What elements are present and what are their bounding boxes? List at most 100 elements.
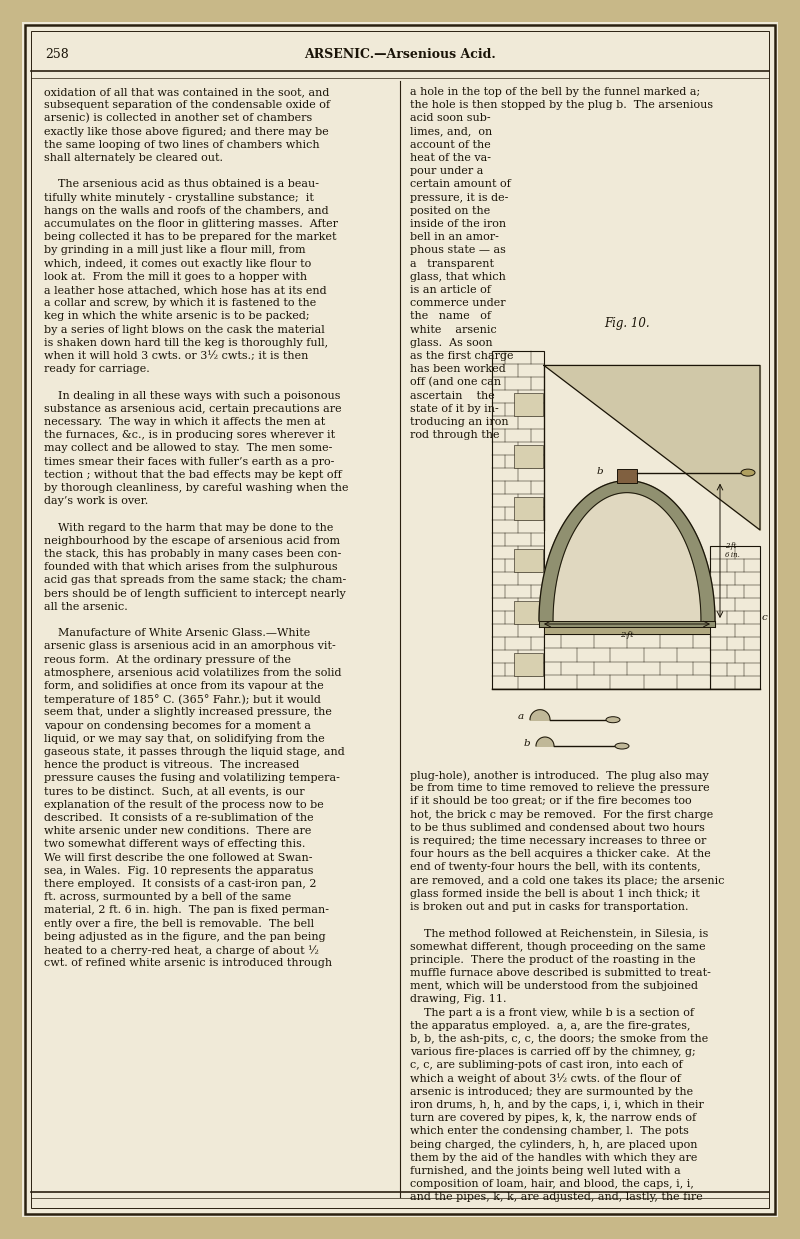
Text: and the pipes, k, k, are adjusted, and, lastly, the fire: and the pipes, k, k, are adjusted, and, … xyxy=(410,1192,702,1202)
Ellipse shape xyxy=(606,716,620,722)
Text: temperature of 185° C. (365° Fahr.); but it would: temperature of 185° C. (365° Fahr.); but… xyxy=(44,694,321,705)
Text: We will first describe the one followed at Swan-: We will first describe the one followed … xyxy=(44,852,313,862)
Text: ARSENIC.—Arsenious Acid.: ARSENIC.—Arsenious Acid. xyxy=(304,48,496,62)
Text: acid soon sub-: acid soon sub- xyxy=(410,114,490,124)
Text: by a series of light blows on the cask the material: by a series of light blows on the cask t… xyxy=(44,325,325,335)
Text: bell in an amor-: bell in an amor- xyxy=(410,232,499,242)
Text: all the arsenic.: all the arsenic. xyxy=(44,602,128,612)
Text: troducing an iron: troducing an iron xyxy=(410,418,509,427)
Bar xyxy=(514,497,543,520)
Text: arsenic glass is arsenious acid in an amorphous vit-: arsenic glass is arsenious acid in an am… xyxy=(44,642,336,652)
Text: plug-hole), another is introduced.  The plug also may: plug-hole), another is introduced. The p… xyxy=(410,769,709,781)
Text: founded with that which arises from the sulphurous: founded with that which arises from the … xyxy=(44,563,338,572)
Bar xyxy=(514,601,543,624)
Text: With regard to the harm that may be done to the: With regard to the harm that may be done… xyxy=(44,523,334,533)
Text: a   transparent: a transparent xyxy=(410,259,494,269)
Ellipse shape xyxy=(615,743,629,750)
Text: when it will hold 3 cwts. or 3½ cwts.; it is then: when it will hold 3 cwts. or 3½ cwts.; i… xyxy=(44,351,308,361)
Text: oxidation of all that was contained in the soot, and: oxidation of all that was contained in t… xyxy=(44,87,330,97)
Text: a hole in the top of the bell by the funnel marked a;: a hole in the top of the bell by the fun… xyxy=(410,87,700,97)
Bar xyxy=(544,634,710,689)
Text: the apparatus employed.  a, a, are the fire-grates,: the apparatus employed. a, a, are the fi… xyxy=(410,1021,690,1031)
Bar xyxy=(617,468,637,483)
Text: as the first charge: as the first charge xyxy=(410,351,514,361)
Text: the furnaces, &c., is in producing sores wherever it: the furnaces, &c., is in producing sores… xyxy=(44,430,335,440)
Text: The method followed at Reichenstein, in Silesia, is: The method followed at Reichenstein, in … xyxy=(410,928,708,938)
Text: day’s work is over.: day’s work is over. xyxy=(44,496,148,507)
Text: four hours as the bell acquires a thicker cake.  At the: four hours as the bell acquires a thicke… xyxy=(410,849,710,859)
Text: a: a xyxy=(518,712,524,721)
Text: two somewhat different ways of effecting this.: two somewhat different ways of effecting… xyxy=(44,839,306,850)
Text: ment, which will be understood from the subjoined: ment, which will be understood from the … xyxy=(410,981,698,991)
Text: pressure causes the fusing and volatilizing tempera-: pressure causes the fusing and volatiliz… xyxy=(44,773,340,783)
Text: may collect and be allowed to stay.  The men some-: may collect and be allowed to stay. The … xyxy=(44,444,332,453)
Bar xyxy=(514,445,543,468)
Text: is broken out and put in casks for transportation.: is broken out and put in casks for trans… xyxy=(410,902,689,912)
Text: the stack, this has probably in many cases been con-: the stack, this has probably in many cas… xyxy=(44,549,342,559)
Text: white arsenic under new conditions.  There are: white arsenic under new conditions. Ther… xyxy=(44,826,311,836)
Ellipse shape xyxy=(741,470,755,476)
Text: b: b xyxy=(597,467,604,476)
Bar xyxy=(514,549,543,572)
Text: is shaken down hard till the keg is thoroughly full,: is shaken down hard till the keg is thor… xyxy=(44,338,328,348)
Text: c, c, are subliming-pots of cast iron, into each of: c, c, are subliming-pots of cast iron, i… xyxy=(410,1061,682,1070)
Text: is an article of: is an article of xyxy=(410,285,491,295)
Text: b: b xyxy=(524,738,530,747)
Text: reous form.  At the ordinary pressure of the: reous form. At the ordinary pressure of … xyxy=(44,654,291,664)
Text: which a weight of about 3½ cwts. of the flour of: which a weight of about 3½ cwts. of the … xyxy=(410,1074,681,1084)
Text: there employed.  It consists of a cast-iron pan, 2: there employed. It consists of a cast-ir… xyxy=(44,878,317,890)
Text: c: c xyxy=(762,613,768,622)
Text: substance as arsenious acid, certain precautions are: substance as arsenious acid, certain pre… xyxy=(44,404,342,414)
Text: material, 2 ft. 6 in. high.  The pan is fixed perman-: material, 2 ft. 6 in. high. The pan is f… xyxy=(44,906,329,916)
Text: tection ; without that the bad effects may be kept off: tection ; without that the bad effects m… xyxy=(44,470,342,479)
Text: neighbourhood by the escape of arsenious acid from: neighbourhood by the escape of arsenious… xyxy=(44,535,340,546)
Text: 258: 258 xyxy=(45,48,69,62)
Text: subsequent separation of the condensable oxide of: subsequent separation of the condensable… xyxy=(44,100,330,110)
Text: accumulates on the floor in glittering masses.  After: accumulates on the floor in glittering m… xyxy=(44,219,338,229)
Text: glass, that which: glass, that which xyxy=(410,271,506,281)
Text: ascertain    the: ascertain the xyxy=(410,390,494,400)
Text: b, b, the ash-pits, c, c, the doors; the smoke from the: b, b, the ash-pits, c, c, the doors; the… xyxy=(410,1035,708,1044)
Bar xyxy=(492,351,544,689)
Text: being collected it has to be prepared for the market: being collected it has to be prepared fo… xyxy=(44,232,337,242)
Text: Manufacture of White Arsenic Glass.—White: Manufacture of White Arsenic Glass.—Whit… xyxy=(44,628,310,638)
Text: by thorough cleanliness, by careful washing when the: by thorough cleanliness, by careful wash… xyxy=(44,483,349,493)
Text: In dealing in all these ways with such a poisonous: In dealing in all these ways with such a… xyxy=(44,390,341,400)
Text: iron drums, h, h, and by the caps, i, i, which in their: iron drums, h, h, and by the caps, i, i,… xyxy=(410,1100,704,1110)
Text: form, and solidifies at once from its vapour at the: form, and solidifies at once from its va… xyxy=(44,681,324,691)
Text: to be thus sublimed and condensed about two hours: to be thus sublimed and condensed about … xyxy=(410,823,705,833)
Text: limes, and,  on: limes, and, on xyxy=(410,126,492,136)
Text: acid gas that spreads from the same stack; the cham-: acid gas that spreads from the same stac… xyxy=(44,575,346,585)
Bar xyxy=(514,393,543,416)
Text: end of twenty-four hours the bell, with its contents,: end of twenty-four hours the bell, with … xyxy=(410,862,701,872)
Text: which enter the condensing chamber, l.  The pots: which enter the condensing chamber, l. T… xyxy=(410,1126,689,1136)
Text: ft. across, surmounted by a bell of the same: ft. across, surmounted by a bell of the … xyxy=(44,892,291,902)
Text: by grinding in a mill just like a flour mill, from: by grinding in a mill just like a flour … xyxy=(44,245,306,255)
Text: being charged, the cylinders, h, h, are placed upon: being charged, the cylinders, h, h, are … xyxy=(410,1140,698,1150)
Text: ready for carriage.: ready for carriage. xyxy=(44,364,150,374)
Text: atmosphere, arsenious acid volatilizes from the solid: atmosphere, arsenious acid volatilizes f… xyxy=(44,668,342,678)
Text: principle.  There the product of the roasting in the: principle. There the product of the roas… xyxy=(410,955,696,965)
Text: glass.  As soon: glass. As soon xyxy=(410,338,493,348)
Text: hot, the brick c may be removed.  For the first charge: hot, the brick c may be removed. For the… xyxy=(410,809,714,820)
Bar xyxy=(514,653,543,676)
Text: liquid, or we may say that, on solidifying from the: liquid, or we may say that, on solidifyi… xyxy=(44,733,325,743)
Polygon shape xyxy=(539,481,715,621)
Text: necessary.  The way in which it affects the men at: necessary. The way in which it affects t… xyxy=(44,418,326,427)
Text: keg in which the white arsenic is to be packed;: keg in which the white arsenic is to be … xyxy=(44,311,310,321)
Text: pour under a: pour under a xyxy=(410,166,483,176)
Text: gaseous state, it passes through the liquid stage, and: gaseous state, it passes through the liq… xyxy=(44,747,345,757)
Text: rod through the: rod through the xyxy=(410,430,499,440)
Text: account of the: account of the xyxy=(410,140,490,150)
Text: glass formed inside the bell is about 1 inch thick; it: glass formed inside the bell is about 1 … xyxy=(410,888,700,898)
Text: muffle furnace above described is submitted to treat-: muffle furnace above described is submit… xyxy=(410,968,711,978)
Text: has been worked: has been worked xyxy=(410,364,506,374)
Text: arsenic is introduced; they are surmounted by the: arsenic is introduced; they are surmount… xyxy=(410,1087,693,1097)
Text: are removed, and a cold one takes its place; the arsenic: are removed, and a cold one takes its pl… xyxy=(410,876,725,886)
Text: tures to be distinct.  Such, at all events, is our: tures to be distinct. Such, at all event… xyxy=(44,787,305,797)
Text: The arsenious acid as thus obtained is a beau-: The arsenious acid as thus obtained is a… xyxy=(44,180,319,190)
Text: arsenic) is collected in another set of chambers: arsenic) is collected in another set of … xyxy=(44,114,312,124)
Text: heated to a cherry-red heat, a charge of about ½: heated to a cherry-red heat, a charge of… xyxy=(44,945,319,955)
Text: bers should be of length sufficient to intercept nearly: bers should be of length sufficient to i… xyxy=(44,589,346,598)
Text: inside of the iron: inside of the iron xyxy=(410,219,506,229)
